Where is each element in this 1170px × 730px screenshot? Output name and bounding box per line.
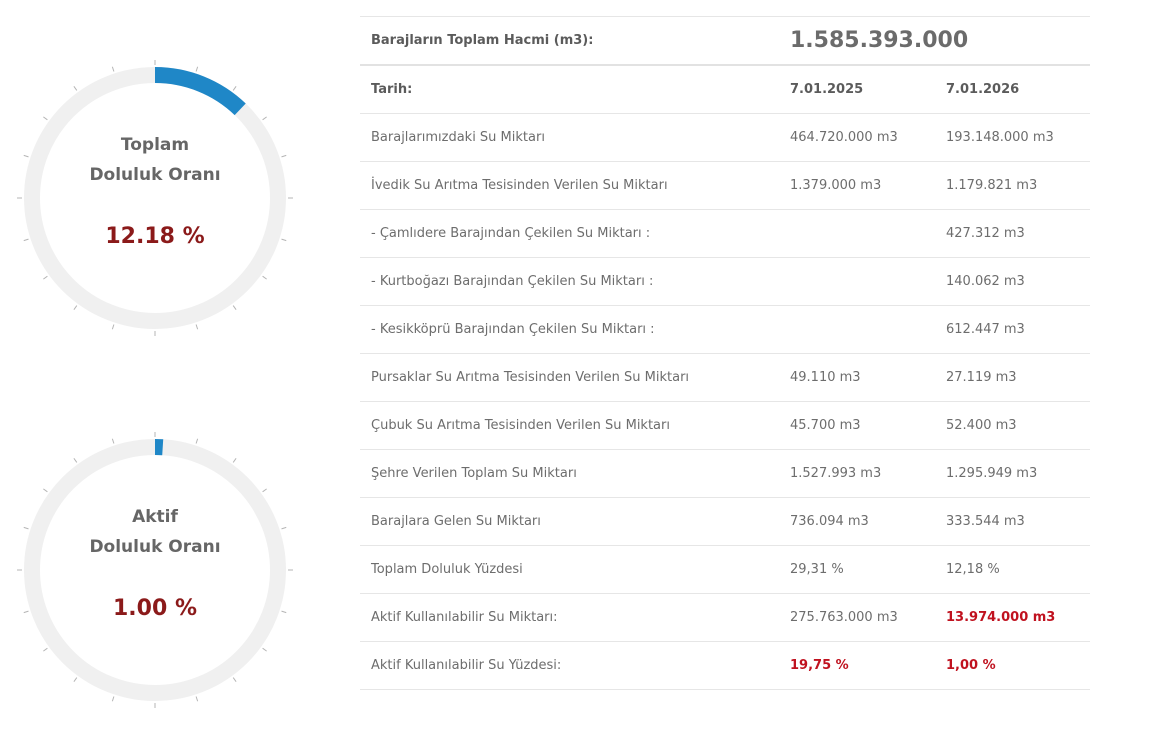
- row-value-date-2: 1.295.949 m3: [946, 466, 1038, 481]
- table-row: Şehre Verilen Toplam Su Miktarı 1.527.993…: [360, 450, 1090, 498]
- total-fill-gauge: Toplam Doluluk Oranı 12.18 %: [15, 58, 295, 338]
- total-volume-row: Barajların Toplam Hacmi (m3): 1.585.393.…: [360, 16, 1090, 66]
- gauge-ticks: [17, 60, 293, 336]
- gauge-tick: [23, 154, 29, 158]
- table-row: Aktif Kullanılabilir Su Miktarı: 275.763.…: [360, 594, 1090, 642]
- gauge-value: 1.00 %: [113, 596, 197, 621]
- gauge-tick: [111, 696, 115, 702]
- gauge-tick: [43, 275, 48, 280]
- gauge-tick: [232, 677, 237, 682]
- dam-data-table: Barajların Toplam Hacmi (m3): 1.585.393.…: [360, 16, 1090, 690]
- row-value-date-1: 49.110 m3: [790, 370, 861, 385]
- gauge-tick: [195, 696, 199, 702]
- total-volume-value: 1.585.393.000: [790, 28, 969, 53]
- row-value-date-2: 140.062 m3: [946, 274, 1025, 289]
- row-value-date-2: 193.148.000 m3: [946, 130, 1054, 145]
- row-value-date-2: 13.974.000 m3: [946, 610, 1056, 625]
- gauge-ticks: [17, 432, 293, 708]
- gauge-label-line2: Doluluk Oranı: [89, 165, 221, 185]
- row-value-date-2: 27.119 m3: [946, 370, 1017, 385]
- gauge-tick: [43, 647, 48, 652]
- row-value-date-1: 29,31 %: [790, 562, 844, 577]
- gauge-tick: [43, 116, 48, 121]
- row-value-date-1: 1.379.000 m3: [790, 178, 882, 193]
- row-value-date-2: 427.312 m3: [946, 226, 1025, 241]
- gauge-tick: [262, 275, 267, 280]
- row-value-date-2: 1.179.821 m3: [946, 178, 1038, 193]
- row-label: İvedik Su Arıtma Tesisinden Verilen Su M…: [371, 178, 668, 193]
- row-value-date-1: 736.094 m3: [790, 514, 869, 529]
- gauge-tick: [73, 305, 78, 310]
- row-label: - Kurtboğazı Barajından Çekilen Su Mikta…: [371, 274, 654, 289]
- gauge-label-line1: Toplam: [120, 135, 190, 155]
- gauge-tick: [111, 438, 115, 444]
- gauge-label-line2: Doluluk Oranı: [89, 537, 221, 557]
- gauge-value: 12.18 %: [105, 224, 205, 249]
- gauge-tick: [232, 86, 237, 91]
- row-label: Pursaklar Su Arıtma Tesisinden Verilen S…: [371, 370, 690, 385]
- total-volume-label: Barajların Toplam Hacmi (m3):: [371, 33, 594, 48]
- table-row: İvedik Su Arıtma Tesisinden Verilen Su M…: [360, 162, 1090, 210]
- row-label: - Kesikköprü Barajından Çekilen Su Mikta…: [371, 322, 655, 337]
- row-value-date-2: 12,18 %: [946, 562, 1000, 577]
- row-value-date-1: 464.720.000 m3: [790, 130, 898, 145]
- table-row: - Kesikköprü Barajından Çekilen Su Mikta…: [360, 306, 1090, 354]
- gauge-tick: [73, 677, 78, 682]
- gauge-tick: [23, 238, 29, 242]
- row-value-date-1: 19,75 %: [790, 658, 849, 673]
- gauge-tick: [111, 324, 115, 330]
- row-label: Barajlarımızdaki Su Miktarı: [371, 130, 545, 145]
- date-column-2: 7.01.2026: [946, 82, 1020, 97]
- gauge-tick: [232, 458, 237, 463]
- row-label: Aktif Kullanılabilir Su Miktarı:: [371, 610, 558, 625]
- gauge-tick: [281, 610, 287, 614]
- table-row: Barajlarımızdaki Su Miktarı 464.720.000 m…: [360, 114, 1090, 162]
- gauge-tick: [195, 324, 199, 330]
- date-column-1: 7.01.2025: [790, 82, 864, 97]
- gauge-tick: [111, 66, 115, 72]
- gauge-tick: [232, 305, 237, 310]
- table-row: - Kurtboğazı Barajından Çekilen Su Mikta…: [360, 258, 1090, 306]
- row-label: Aktif Kullanılabilir Su Yüzdesi:: [371, 658, 562, 673]
- row-label: Toplam Doluluk Yüzdesi: [371, 562, 523, 577]
- row-value-date-1: 1.527.993 m3: [790, 466, 882, 481]
- gauge-fill-arc: [154, 67, 246, 116]
- table-row: Toplam Doluluk Yüzdesi 29,31 % 12,18 %: [360, 546, 1090, 594]
- table-body: Barajlarımızdaki Su Miktarı 464.720.000 m…: [360, 114, 1090, 690]
- active-fill-gauge: Aktif Doluluk Oranı 1.00 %: [15, 430, 295, 710]
- row-label: Şehre Verilen Toplam Su Miktarı: [371, 466, 577, 481]
- row-value-date-2: 1,00 %: [946, 658, 996, 673]
- row-value-date-2: 52.400 m3: [946, 418, 1017, 433]
- gauge-tick: [262, 116, 267, 121]
- gauge-tick: [262, 488, 267, 493]
- table-row: - Çamlıdere Barajından Çekilen Su Miktar…: [360, 210, 1090, 258]
- active-fill-gauge-svg: [17, 432, 293, 708]
- table-row: Aktif Kullanılabilir Su Yüzdesi: 19,75 % 1…: [360, 642, 1090, 690]
- gauge-tick: [73, 86, 78, 91]
- row-value-date-2: 612.447 m3: [946, 322, 1025, 337]
- gauge-tick: [23, 526, 29, 530]
- table-row: Barajlara Gelen Su Miktarı 736.094 m3 333.…: [360, 498, 1090, 546]
- row-label: Çubuk Su Arıtma Tesisinden Verilen Su Mi…: [371, 418, 670, 433]
- table-row: Çubuk Su Arıtma Tesisinden Verilen Su Mi…: [360, 402, 1090, 450]
- gauge-tick: [281, 238, 287, 242]
- gauge-tick: [262, 647, 267, 652]
- gauge-tick: [195, 66, 199, 72]
- row-label: - Çamlıdere Barajından Çekilen Su Miktar…: [371, 226, 651, 241]
- date-label: Tarih:: [371, 82, 413, 97]
- row-value-date-1: 45.700 m3: [790, 418, 861, 433]
- gauge-tick: [73, 458, 78, 463]
- table-row: Pursaklar Su Arıtma Tesisinden Verilen S…: [360, 354, 1090, 402]
- row-label: Barajlara Gelen Su Miktarı: [371, 514, 541, 529]
- gauge-tick: [23, 610, 29, 614]
- gauge-tick: [281, 154, 287, 158]
- gauge-label-line1: Aktif: [132, 507, 178, 527]
- gauge-tick: [195, 438, 199, 444]
- gauge-tick: [281, 526, 287, 530]
- total-fill-gauge-svg: [17, 60, 293, 336]
- row-value-date-1: 275.763.000 m3: [790, 610, 898, 625]
- gauge-tick: [43, 488, 48, 493]
- row-value-date-2: 333.544 m3: [946, 514, 1025, 529]
- date-header-row: Tarih: 7.01.2025 7.01.2026: [360, 66, 1090, 114]
